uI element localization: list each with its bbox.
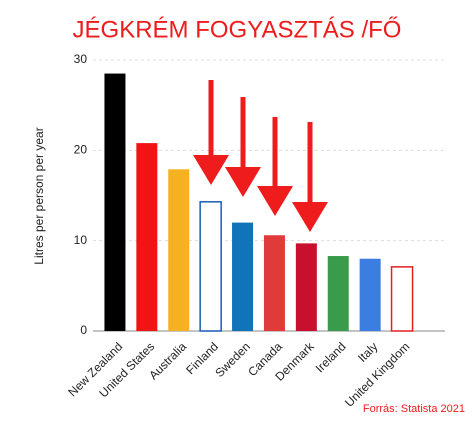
bar: [327, 256, 349, 331]
y-tick-label: 30: [74, 52, 88, 66]
x-tick-label: Sweden: [212, 339, 253, 380]
bar: [359, 258, 381, 331]
x-tick-label: Ireland: [313, 339, 349, 375]
bar: [104, 73, 126, 332]
bar: [263, 235, 285, 331]
y-tick-label: 20: [74, 143, 88, 157]
arrow-head: [257, 186, 293, 216]
bar: [232, 222, 254, 331]
bar: [136, 143, 158, 331]
arrow-head: [292, 202, 328, 232]
source: Forrás: Statista 2021: [363, 403, 465, 415]
bar: [168, 169, 190, 331]
arrow-head: [193, 155, 229, 185]
x-tick-label: Italy: [355, 339, 380, 364]
bar: [390, 266, 414, 332]
y-tick-label: 0: [80, 323, 87, 337]
arrow-head: [225, 167, 261, 197]
bar: [295, 243, 317, 331]
y-axis-label: Litres per person per year: [32, 127, 46, 264]
bar: [199, 201, 222, 332]
chart-title: JÉGKRÉM FOGYASZTÁS /FŐ: [73, 16, 402, 43]
y-tick-label: 10: [74, 233, 88, 247]
